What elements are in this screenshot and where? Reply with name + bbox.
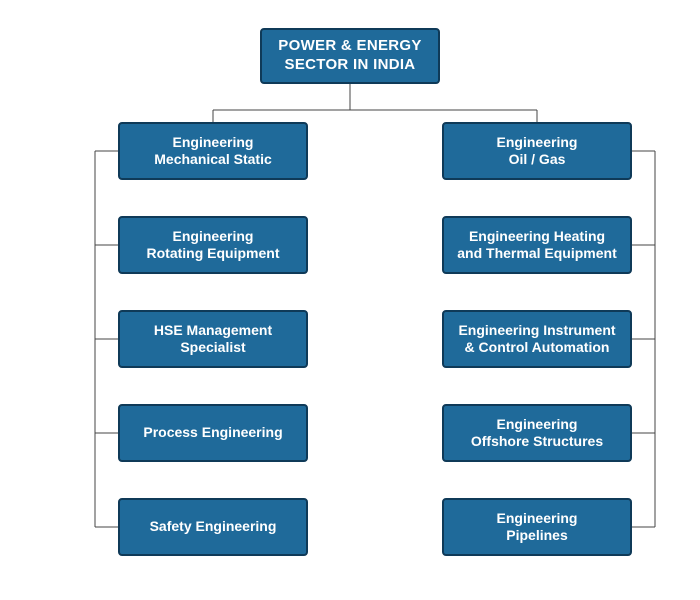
node-label: Process Engineering <box>143 424 282 442</box>
node-label: EngineeringOffshore Structures <box>471 416 603 451</box>
left-node-4: Safety Engineering <box>118 498 308 556</box>
right-node-2: Engineering Instrument& Control Automati… <box>442 310 632 368</box>
node-label: POWER & ENERGYSECTOR IN INDIA <box>278 37 421 75</box>
left-node-0: EngineeringMechanical Static <box>118 122 308 180</box>
node-label: EngineeringRotating Equipment <box>147 228 280 263</box>
node-label: Engineering Heatingand Thermal Equipment <box>457 228 616 263</box>
org-chart: POWER & ENERGYSECTOR IN INDIA Engineering… <box>0 0 700 600</box>
node-label: EngineeringPipelines <box>497 510 578 545</box>
root-node: POWER & ENERGYSECTOR IN INDIA <box>260 28 440 84</box>
left-node-1: EngineeringRotating Equipment <box>118 216 308 274</box>
left-node-2: HSE ManagementSpecialist <box>118 310 308 368</box>
right-node-3: EngineeringOffshore Structures <box>442 404 632 462</box>
node-label: EngineeringMechanical Static <box>154 134 272 169</box>
node-label: Safety Engineering <box>150 518 277 536</box>
right-node-4: EngineeringPipelines <box>442 498 632 556</box>
left-node-3: Process Engineering <box>118 404 308 462</box>
node-label: EngineeringOil / Gas <box>497 134 578 169</box>
right-node-1: Engineering Heatingand Thermal Equipment <box>442 216 632 274</box>
right-node-0: EngineeringOil / Gas <box>442 122 632 180</box>
node-label: HSE ManagementSpecialist <box>154 322 272 357</box>
node-label: Engineering Instrument& Control Automati… <box>458 322 615 357</box>
